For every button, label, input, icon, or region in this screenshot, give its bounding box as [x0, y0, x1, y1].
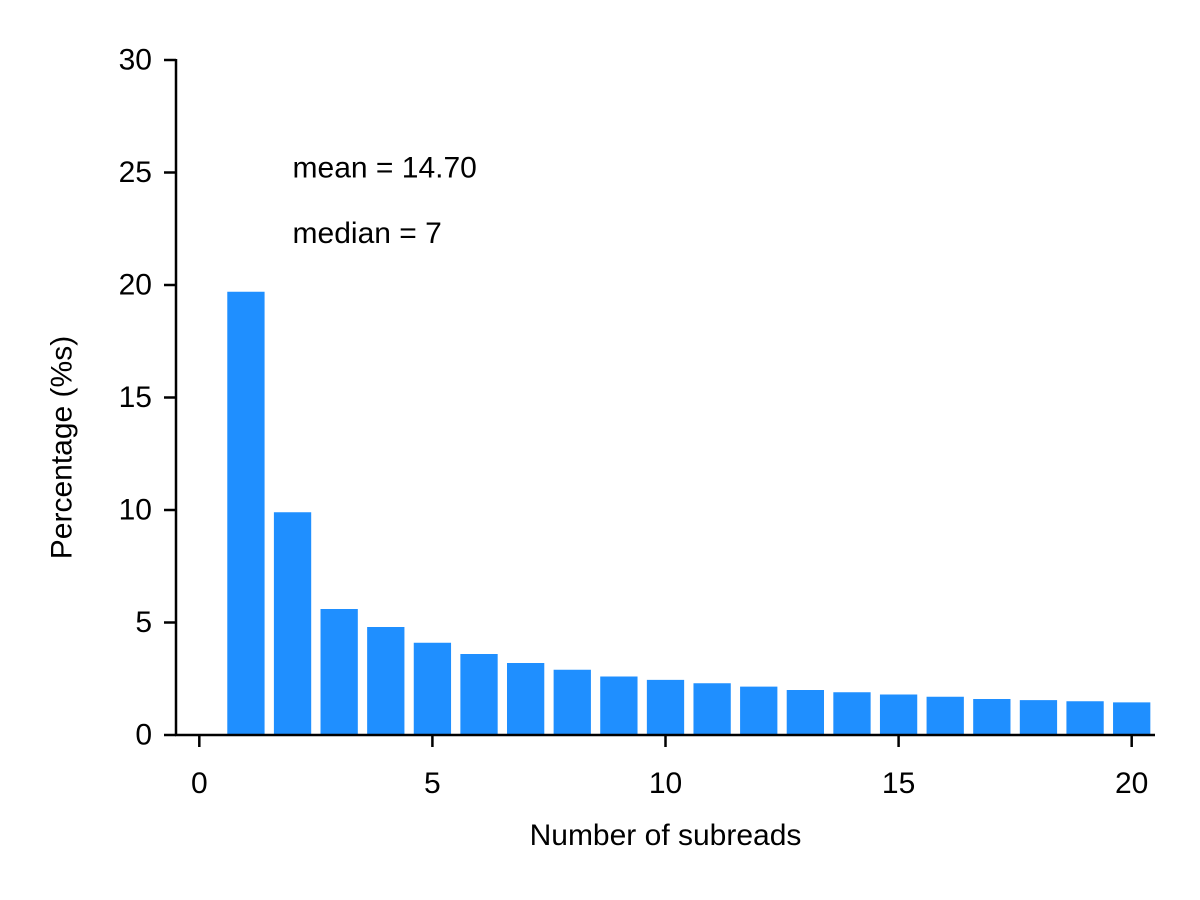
bar-20 [1113, 702, 1151, 735]
bar-9 [600, 676, 638, 735]
y-tick-label: 25 [119, 156, 152, 189]
x-tick-label: 0 [191, 767, 208, 800]
bar-8 [553, 669, 591, 735]
y-ticks: 0 5 10 15 20 25 30 [119, 44, 176, 752]
bar-11 [693, 683, 731, 735]
y-axis-title: Percentage (%s) [46, 336, 79, 559]
bars-group [227, 291, 1151, 735]
bar-16 [926, 696, 964, 735]
x-tick-label: 20 [1115, 767, 1148, 800]
x-tick-label: 15 [882, 767, 915, 800]
axes-group: 0 5 10 15 20 25 30 0 5 10 15 20 [119, 44, 1155, 800]
y-tick-label: 15 [119, 381, 152, 414]
mean-annotation: mean = 14.70 [293, 152, 477, 185]
annotations-group: mean = 14.70 median = 7 [293, 152, 477, 250]
bar-15 [879, 694, 918, 735]
x-tick-label: 5 [424, 767, 441, 800]
bar-4 [367, 627, 405, 735]
y-tick-label: 20 [119, 269, 152, 302]
y-tick-label: 5 [135, 606, 152, 639]
bar-3 [320, 609, 358, 735]
bar-18 [1019, 700, 1058, 735]
bar-5 [413, 642, 452, 735]
bar-7 [506, 663, 545, 735]
y-tick-label: 10 [119, 494, 152, 527]
y-tick-label: 0 [135, 719, 152, 752]
x-axis-title: Number of subreads [530, 819, 802, 852]
bar-1 [227, 291, 265, 735]
bar-10 [646, 679, 685, 735]
bar-2 [273, 512, 312, 735]
bar-6 [460, 654, 498, 735]
bar-13 [786, 690, 825, 735]
x-tick-label: 10 [649, 767, 682, 800]
bar-12 [740, 686, 778, 735]
x-ticks: 0 5 10 15 20 [191, 735, 1148, 800]
median-annotation: median = 7 [293, 217, 442, 250]
y-tick-label: 30 [119, 44, 152, 77]
bar-19 [1066, 701, 1104, 735]
bar-17 [973, 699, 1011, 735]
bar-14 [833, 692, 871, 735]
